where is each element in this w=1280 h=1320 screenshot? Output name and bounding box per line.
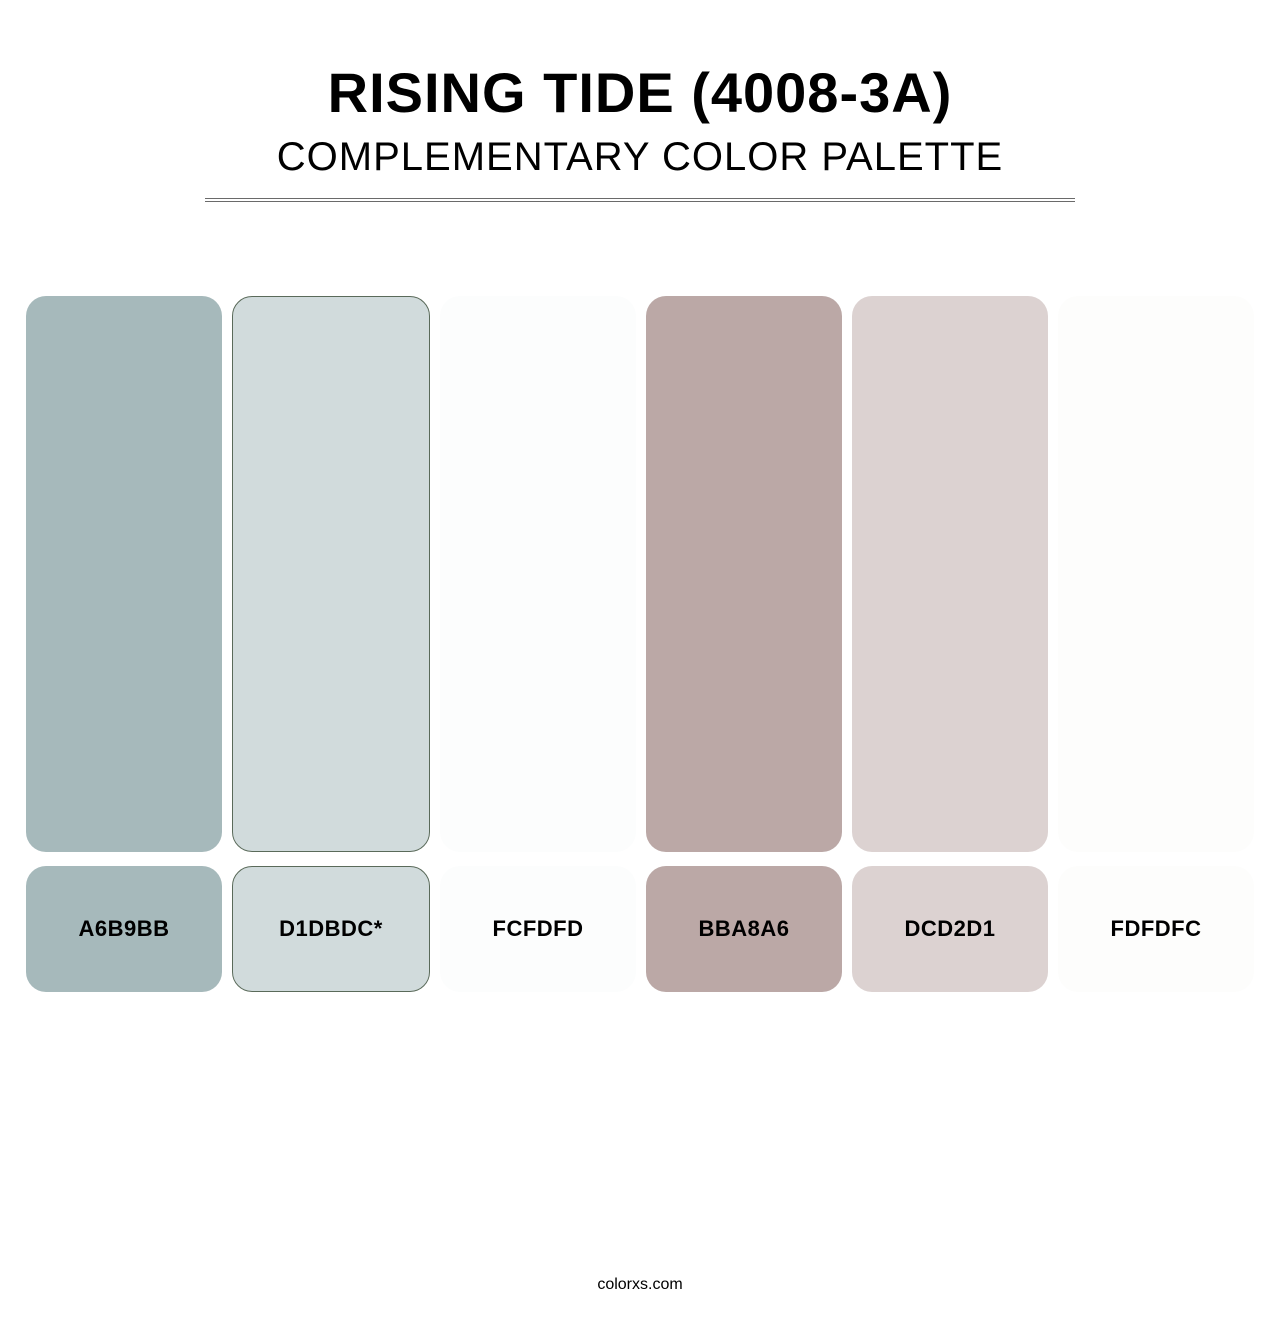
color-hex-label: DCD2D1 [904, 916, 995, 942]
palette: A6B9BB D1DBDC* FCFDFD BBA8A6 DCD2D1 FDFDFC [26, 296, 1254, 992]
color-chip: DCD2D1 [852, 866, 1048, 992]
color-swatch [232, 296, 430, 852]
color-chip: FCFDFD [440, 866, 636, 992]
color-swatch [852, 296, 1048, 852]
color-chip: BBA8A6 [646, 866, 842, 992]
page-title: RISING TIDE (4008-3A) [205, 60, 1075, 125]
color-swatch [440, 296, 636, 852]
color-chip: A6B9BB [26, 866, 222, 992]
color-hex-label: A6B9BB [78, 916, 169, 942]
footer-credit: colorxs.com [0, 1276, 1280, 1294]
divider [205, 198, 1075, 202]
swatch-row [26, 296, 1254, 852]
page-subtitle: COMPLEMENTARY COLOR PALETTE [205, 135, 1075, 180]
header: RISING TIDE (4008-3A) COMPLEMENTARY COLO… [205, 60, 1075, 180]
chip-row: A6B9BB D1DBDC* FCFDFD BBA8A6 DCD2D1 FDFDFC [26, 866, 1254, 992]
color-hex-label: D1DBDC* [279, 916, 383, 942]
color-swatch [26, 296, 222, 852]
color-hex-label: FCFDFD [493, 916, 584, 942]
color-hex-label: BBA8A6 [698, 916, 789, 942]
color-swatch [1058, 296, 1254, 852]
page: RISING TIDE (4008-3A) COMPLEMENTARY COLO… [0, 0, 1280, 1320]
color-swatch [646, 296, 842, 852]
color-chip: FDFDFC [1058, 866, 1254, 992]
color-hex-label: FDFDFC [1111, 916, 1202, 942]
color-chip: D1DBDC* [232, 866, 430, 992]
